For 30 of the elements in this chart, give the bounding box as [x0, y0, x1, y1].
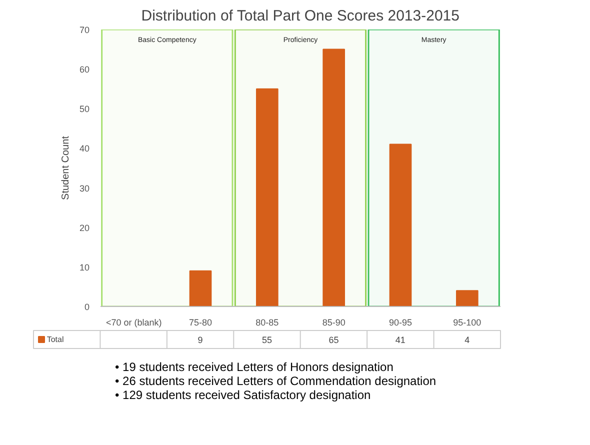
y-tick-label: 70 [79, 25, 90, 35]
x-tick-label: 80-85 [256, 318, 279, 328]
text: 9 [198, 335, 203, 345]
bar [189, 270, 212, 306]
bar [322, 48, 345, 306]
text: 65 [328, 335, 339, 345]
bar [256, 88, 278, 306]
y-tick-label: 30 [79, 183, 90, 194]
y-axis-title: Student Count [60, 136, 72, 200]
text: • 26 students received Letters of Commendation designation [115, 374, 436, 389]
x-tick-label: 90-95 [388, 318, 412, 328]
legend-label: Total [46, 335, 64, 344]
bar [389, 144, 412, 306]
text: 55 [262, 335, 272, 345]
text: • 19 students received Letters of Honors designation [115, 360, 394, 375]
y-tick-label: 20 [79, 222, 90, 233]
chart-title: Distribution of Total Part One Scores 2013-2015 [141, 8, 460, 24]
x-tick-label: 95-100 [453, 318, 482, 328]
y-tick-label: 50 [79, 104, 90, 114]
text: • 129 students received Satisfactory designation [115, 388, 372, 402]
bar [456, 290, 478, 306]
y-tick-label: 60 [79, 64, 90, 75]
x-tick-label: 75-80 [188, 318, 212, 328]
y-tick-label: 0 [84, 302, 90, 312]
y-tick-label: 40 [79, 144, 90, 154]
text: 41 [395, 335, 406, 345]
text: 4 [464, 335, 470, 345]
x-tick-label: <70 or (blank) [106, 318, 162, 328]
x-tick-label: 85-90 [322, 318, 346, 328]
y-tick-label: 10 [79, 262, 90, 272]
